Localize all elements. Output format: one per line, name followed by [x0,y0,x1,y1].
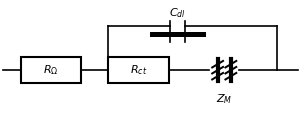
Text: $Z_{M}$: $Z_{M}$ [216,92,232,106]
Text: $R_{\Omega}$: $R_{\Omega}$ [43,63,59,77]
FancyBboxPatch shape [108,57,169,83]
Text: $C_{dl}$: $C_{dl}$ [169,6,186,20]
FancyBboxPatch shape [21,57,81,83]
Text: $R_{ct}$: $R_{ct}$ [130,63,147,77]
